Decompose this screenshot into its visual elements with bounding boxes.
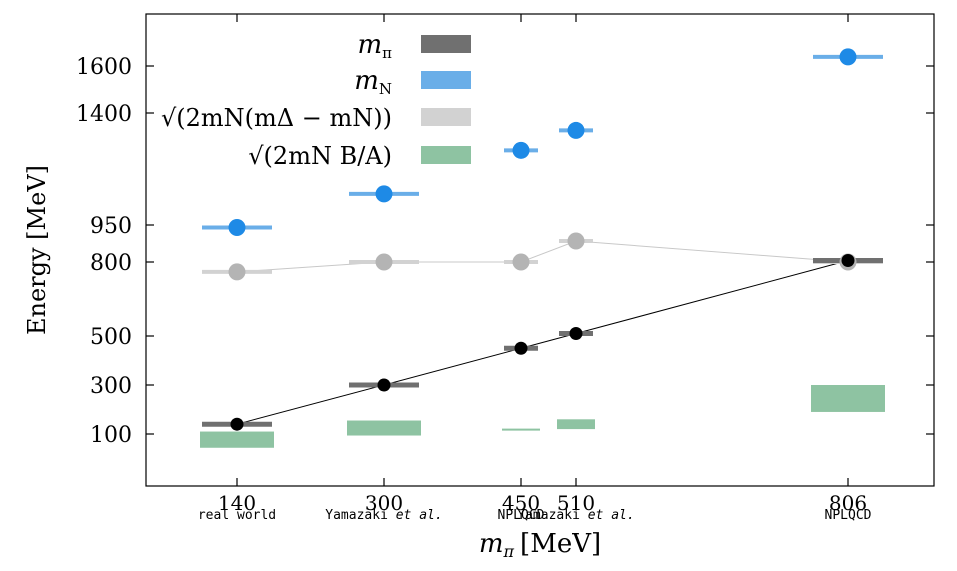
connecting-lines	[236, 240, 849, 425]
binding-band	[557, 419, 595, 430]
legend-swatch	[421, 71, 471, 89]
y-tick-label: 1600	[76, 55, 132, 80]
legend-label-main: m	[357, 30, 382, 60]
y-tick-label: 800	[90, 251, 132, 276]
nucleon-point	[228, 218, 246, 236]
legend-label-sub: N	[379, 80, 392, 98]
y-tick-label: 1400	[76, 102, 132, 127]
binding-band	[347, 420, 421, 436]
x-category-sublabel: Yamazaki et al.	[517, 508, 634, 523]
x-category-sublabel-part: NPLQCD	[825, 508, 872, 523]
legend-swatch	[421, 35, 471, 53]
binding-band	[200, 431, 274, 448]
binding-band	[811, 385, 885, 412]
delta-point	[375, 253, 393, 271]
legend-label-sub: π	[382, 44, 392, 62]
series-line	[236, 260, 849, 425]
x-category-sublabel-part: et al.	[396, 508, 443, 523]
legend-label-main: m	[354, 66, 379, 96]
y-axis: 100 300 500 800 950 1400 1600	[76, 55, 934, 448]
plot-frame	[145, 13, 935, 487]
x-category-sublabel: NPLQCD	[498, 508, 545, 523]
x-category-sublabel-part: Yamazaki	[325, 508, 395, 523]
legend-label: √(2mN B/A)	[248, 142, 392, 170]
nucleon-point	[839, 48, 857, 66]
pion-point	[230, 417, 244, 431]
nucleon-point	[375, 185, 393, 203]
pion-point	[841, 254, 855, 268]
x-category-sublabel: NPLQCD	[825, 508, 872, 523]
x-axis-label: mπ [MeV]	[479, 529, 601, 561]
legend-label: mN	[354, 66, 392, 98]
x-category-sublabel: real world	[198, 508, 276, 523]
binding-bands	[200, 385, 885, 448]
legend-swatch	[421, 146, 471, 164]
legend-label: mπ	[357, 30, 392, 62]
legend-swatch	[421, 108, 471, 126]
nucleon-point	[567, 121, 585, 139]
x-category-sublabel-part: Yamazaki	[517, 508, 587, 523]
x-category-sublabel: Yamazaki et al.	[325, 508, 442, 523]
legend-label: √(2mN(mΔ − mN))	[161, 104, 392, 132]
binding-band	[502, 428, 540, 431]
pion-point	[377, 378, 391, 392]
data-points	[228, 48, 857, 431]
x-tick-label: 806	[829, 491, 867, 515]
delta-point	[228, 263, 246, 281]
y-axis-label: Energy [MeV]	[23, 165, 51, 335]
x-tick-label: 450	[502, 491, 540, 515]
x-tick-label: 300	[365, 491, 403, 515]
nucleon-point	[512, 141, 530, 159]
y-tick-label: 300	[90, 374, 132, 399]
delta-point	[512, 253, 530, 271]
series-line	[236, 240, 849, 273]
x-tick-label: 140	[218, 491, 256, 515]
pion-point	[569, 327, 583, 341]
x-category-sublabel-part: real world	[198, 508, 276, 523]
x-tick-label: 510	[557, 491, 595, 515]
y-tick-label: 500	[90, 325, 132, 350]
y-tick-label: 950	[90, 214, 132, 239]
y-tick-label: 100	[90, 423, 132, 448]
pion-point	[514, 341, 528, 355]
x-category-sublabel-part: et al.	[588, 508, 635, 523]
delta-point	[567, 232, 585, 250]
x-category-sublabel-part: NPLQCD	[498, 508, 545, 523]
